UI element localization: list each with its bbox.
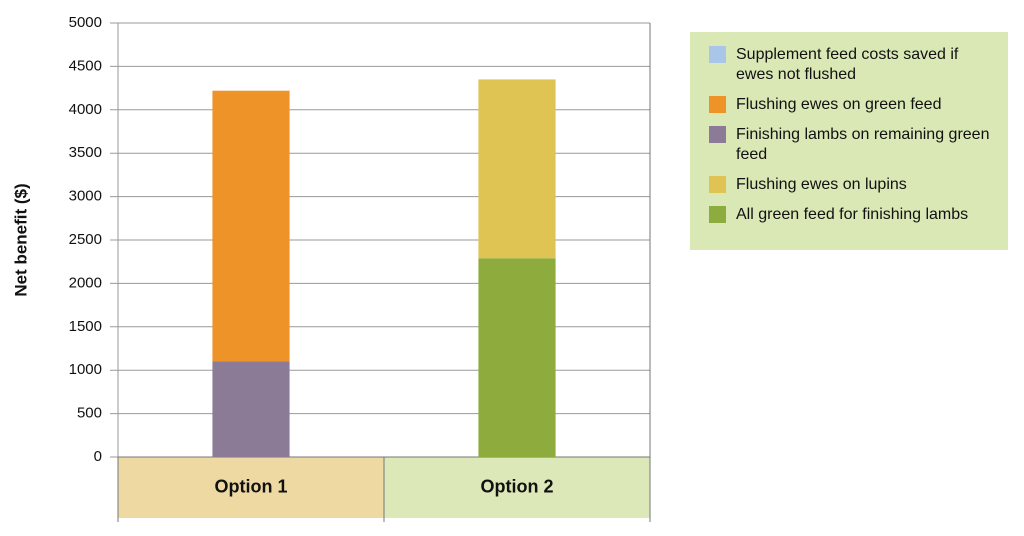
legend-swatch [709,96,726,113]
bar-segment [212,90,290,362]
y-tick-label: 5000 [69,14,102,31]
y-tick-label: 4000 [69,101,102,118]
legend-swatch [709,176,726,193]
bar-segment [478,258,556,457]
legend-swatch [709,126,726,143]
y-tick-label: 1000 [69,361,102,378]
x-tick-label: Option 2 [481,476,554,496]
legend-label: Flushing ewes on green feed [736,96,942,113]
legend-swatch [709,46,726,63]
category-band [384,457,650,518]
legend-label: Flushing ewes on lupins [736,176,907,193]
legend-label: Finishing lambs on remaining green feed [736,126,990,163]
legend-label: Supplement feed costs saved if ewes not … [736,46,959,83]
legend-item: Flushing ewes on green feed [709,95,1008,115]
y-tick-label: 4500 [69,57,102,74]
bar-segment [478,79,556,259]
y-tick-label: 3500 [69,144,102,161]
legend: Supplement feed costs saved if ewes not … [690,32,1008,250]
legend-item: Flushing ewes on lupins [709,175,1008,195]
y-axis-label: Net benefit ($) [11,183,30,296]
legend-swatch [709,206,726,223]
y-tick-label: 2000 [69,274,102,291]
bar-segment [212,361,290,457]
legend-item: Supplement feed costs saved if ewes not … [709,45,1008,85]
legend-label: All green feed for finishing lambs [736,206,969,223]
x-tick-label: Option 1 [215,476,288,496]
y-tick-label: 3000 [69,188,102,205]
legend-item: Finishing lambs on remaining green feed [709,125,1008,165]
y-tick-label: 0 [94,448,102,465]
legend-item: All green feed for finishing lambs [709,205,1008,225]
y-tick-label: 2500 [69,231,102,248]
y-tick-label: 1500 [69,318,102,335]
category-band [118,457,384,518]
y-tick-label: 500 [77,405,102,422]
